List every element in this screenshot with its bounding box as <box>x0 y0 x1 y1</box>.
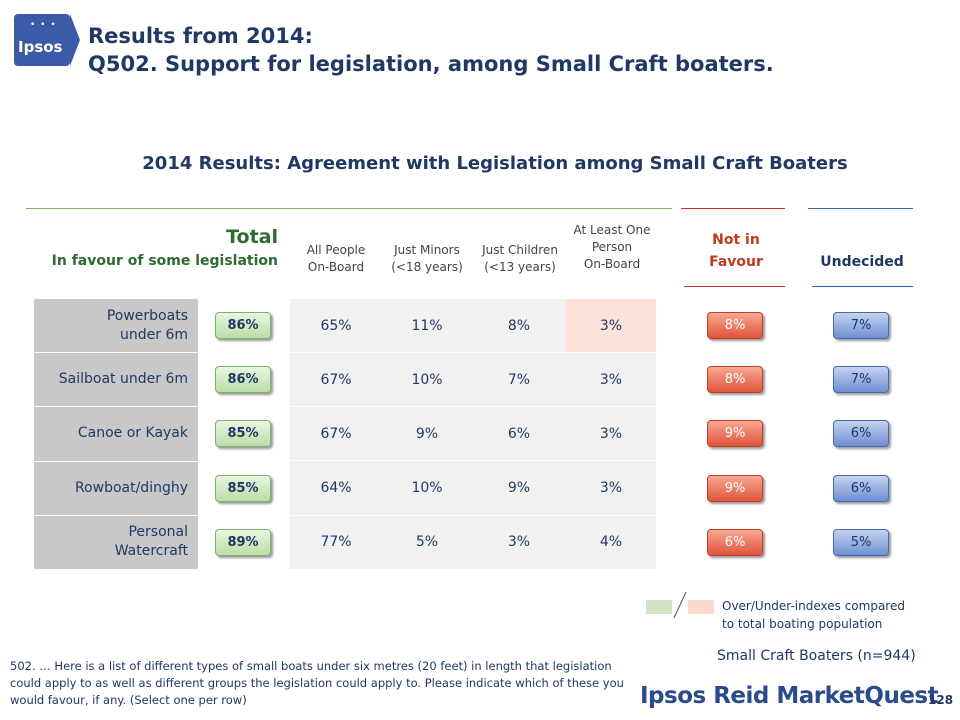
total-favour-badge: 86% <box>215 366 271 394</box>
total-top-rule <box>26 208 672 209</box>
undecided-bottom-rule <box>812 286 913 287</box>
cell-minors: 10% <box>382 462 472 516</box>
cell-atleast: 4% <box>566 516 656 570</box>
total-label: Total <box>226 226 278 248</box>
cell-children: 8% <box>472 299 566 353</box>
row-label-line: Rowboat/dinghy <box>74 479 188 496</box>
col-just-children: Just Children (<13 years) <box>476 242 564 276</box>
not-in-favour-badge: 8% <box>707 366 763 394</box>
col-at-least-one-l3: On-Board <box>583 257 641 271</box>
col-all-people-l1: All People <box>306 243 366 257</box>
not-favour-top-rule <box>681 208 785 209</box>
col-just-minors-l1: Just Minors <box>394 243 460 257</box>
not-in-favour-badge: 6% <box>707 528 763 556</box>
undecided-badge: 6% <box>833 474 889 502</box>
col-all-people: All People On-Board <box>296 242 376 276</box>
cell-atleast: 3% <box>566 299 656 353</box>
col-at-least-one-l1: At Least One <box>573 223 651 237</box>
col-just-children-l2: (<13 years) <box>484 260 556 274</box>
col-not-in-favour-l2: Favour <box>709 254 763 270</box>
cell-children: 9% <box>472 462 566 516</box>
footnote: 502. … Here is a list of different types… <box>10 659 624 707</box>
brand-wordmark: Ipsos Reid MarketQuest <box>640 683 939 709</box>
cell-children: 7% <box>472 353 566 408</box>
total-favour-badge: 85% <box>215 474 271 502</box>
row-label: Rowboat/dinghy <box>34 461 198 516</box>
cell-all: 67% <box>290 353 382 408</box>
cell-minors: 9% <box>382 407 472 462</box>
cell-atleast: 3% <box>566 407 656 462</box>
ipsos-logo: • • • Ipsos <box>14 14 80 66</box>
col-just-minors: Just Minors (<18 years) <box>384 242 470 276</box>
slide-title: Results from 2014: Q502. Support for leg… <box>88 22 774 78</box>
col-all-people-l2: On-Board <box>307 260 365 274</box>
row-label-line: under 6m <box>120 326 188 343</box>
legend-slash <box>673 591 687 619</box>
col-just-minors-l2: (<18 years) <box>391 260 463 274</box>
total-sublabel: In favour of some legislation <box>51 253 278 269</box>
legend-text-l2: to total boating population <box>722 617 883 631</box>
cell-minors: 10% <box>382 353 472 408</box>
legend-over-index-swatch <box>646 600 672 614</box>
undecided-top-rule <box>808 208 913 209</box>
row-label-line: Personal <box>128 524 188 541</box>
row-label-line: Powerboats <box>106 307 188 324</box>
total-favour-badge: 89% <box>215 528 271 556</box>
row-label: Canoe or Kayak <box>34 407 198 462</box>
not-in-favour-badge: 9% <box>707 474 763 502</box>
col-at-least-one-l2: Person <box>591 240 633 254</box>
legend-text: Over/Under-indexes compared to total boa… <box>722 597 905 633</box>
not-in-favour-badge: 8% <box>707 312 763 339</box>
cell-all: 65% <box>290 299 382 353</box>
col-not-in-favour-l1: Not in <box>712 232 760 248</box>
row-label: Powerboats under 6m <box>34 299 198 354</box>
slide-title-line2: Q502. Support for legislation, among Sma… <box>88 52 774 76</box>
cell-atleast: 3% <box>566 462 656 516</box>
undecided-badge: 7% <box>833 366 889 394</box>
cell-all: 67% <box>290 407 382 462</box>
logo-text: Ipsos <box>18 38 63 56</box>
undecided-badge: 6% <box>833 420 889 448</box>
cell-children: 6% <box>472 407 566 462</box>
not-favour-bottom-rule <box>684 286 785 287</box>
row-label-line: Watercraft <box>114 543 188 560</box>
row-label-line: Canoe or Kayak <box>77 425 188 442</box>
cell-all: 64% <box>290 462 382 516</box>
total-favour-badge: 86% <box>215 312 271 339</box>
total-favour-badge: 85% <box>215 420 271 448</box>
row-label: Personal Watercraft <box>34 515 198 570</box>
logo-dots: • • • <box>30 20 57 30</box>
cell-minors: 11% <box>382 299 472 353</box>
cell-atleast: 3% <box>566 353 656 408</box>
col-at-least-one: At Least One Person On-Board <box>566 222 658 273</box>
col-just-children-l1: Just Children <box>482 243 558 257</box>
base-size: Small Craft Boaters (n=944) <box>717 648 916 664</box>
cell-minors: 5% <box>382 516 472 570</box>
cell-children: 3% <box>472 516 566 570</box>
legend-text-l1: Over/Under-indexes compared <box>722 599 905 613</box>
cell-all: 77% <box>290 516 382 570</box>
col-not-in-favour: Not in Favour <box>684 229 788 273</box>
legend-under-index-swatch <box>688 600 714 614</box>
col-undecided: Undecided <box>820 254 904 270</box>
undecided-badge: 7% <box>833 312 889 339</box>
row-label-line: Sailboat under 6m <box>58 371 188 388</box>
not-in-favour-badge: 9% <box>707 420 763 448</box>
row-label: Sailboat under 6m <box>34 353 198 408</box>
slide-title-line1: Results from 2014: <box>88 24 313 48</box>
undecided-badge: 5% <box>833 528 889 556</box>
page-number: 128 <box>928 693 954 707</box>
chart-title: 2014 Results: Agreement with Legislation… <box>142 153 848 174</box>
